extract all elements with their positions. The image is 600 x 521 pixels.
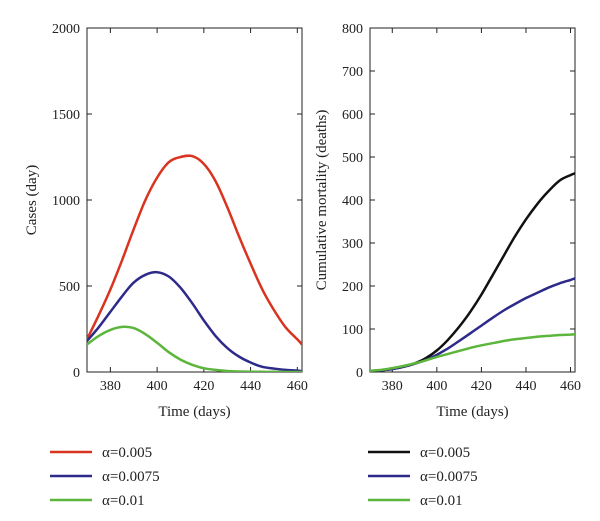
cases-series-line-2 — [87, 270, 302, 372]
mortality-chart: 380 400 420 440 460 0 100 200 300 400 500 600 700 800… — [314, 22, 581, 509]
mortality-x-tick-label: 440 — [515, 379, 536, 394]
cases-y-tick-label: 1000 — [52, 194, 80, 209]
mortality-series-line-3 — [370, 332, 575, 372]
mortality-y-tick-label: 700 — [342, 65, 363, 80]
mortality-series-line-1 — [370, 172, 575, 372]
cases-legend-label-2: α=0.0075 — [102, 469, 160, 485]
mortality-y-tick-label: 300 — [342, 237, 363, 252]
mortality-x-tick-label: 380 — [382, 379, 403, 394]
mortality-legend: α=0.005 α=0.0075 α=0.01 — [368, 445, 478, 509]
mortality-series-line-2 — [370, 277, 575, 372]
cases-legend-label-1: α=0.005 — [102, 445, 152, 461]
cases-x-tick-label: 460 — [287, 379, 308, 394]
mortality-x-tick-label: 460 — [560, 379, 581, 394]
cases-plot-frame — [86, 27, 303, 373]
mortality-y-tick-label: 0 — [356, 366, 363, 381]
cases-series-line-3 — [87, 325, 302, 372]
mortality-plot-frame — [369, 27, 576, 373]
cases-y-tick-label: 500 — [59, 280, 80, 295]
mortality-y-axis-title: Cumulative mortality (deaths) — [314, 110, 330, 291]
mortality-y-tick-label: 200 — [342, 280, 363, 295]
mortality-y-tick-label: 400 — [342, 194, 363, 209]
cases-x-tick-label: 420 — [193, 379, 214, 394]
cases-y-tick-label: 0 — [73, 366, 80, 381]
cases-x-axis-title: Time (days) — [158, 404, 230, 420]
cases-legend-label-3: α=0.01 — [102, 493, 145, 509]
cases-y-tick-label: 2000 — [52, 22, 80, 37]
cases-x-tick-label: 440 — [240, 379, 261, 394]
cases-y-axis-title: Cases (day) — [24, 165, 40, 235]
cases-x-tick-label: 400 — [147, 379, 168, 394]
mortality-legend-label-2: α=0.0075 — [420, 469, 478, 485]
cases-legend: α=0.005 α=0.0075 α=0.01 — [50, 445, 160, 509]
mortality-legend-label-1: α=0.005 — [420, 445, 470, 461]
cases-chart: 380 400 420 440 460 0 500 1000 1500 2000 Time (day… — [24, 22, 308, 509]
mortality-y-tick-label: 500 — [342, 151, 363, 166]
cases-y-tick-label: 1500 — [52, 108, 80, 123]
mortality-y-tick-label: 100 — [342, 323, 363, 338]
mortality-y-tick-label: 600 — [342, 108, 363, 123]
cases-series-line-1 — [87, 154, 302, 346]
mortality-legend-label-3: α=0.01 — [420, 493, 463, 509]
mortality-x-axis-title: Time (days) — [436, 404, 508, 420]
mortality-y-tick-label: 800 — [342, 22, 363, 37]
mortality-x-tick-label: 400 — [426, 379, 447, 394]
cases-x-tick-label: 380 — [100, 379, 121, 394]
mortality-x-tick-label: 420 — [471, 379, 492, 394]
